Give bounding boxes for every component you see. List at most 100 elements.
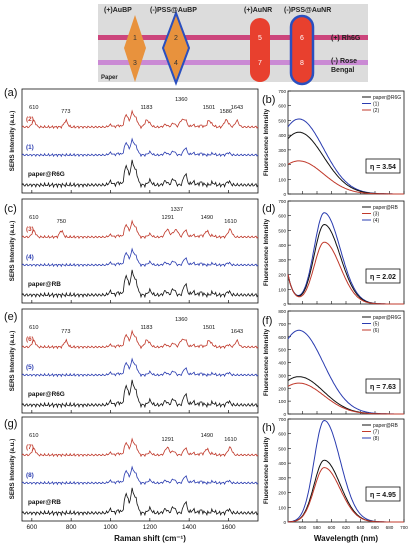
raman-trace-label: paper@R6G bbox=[28, 171, 65, 178]
fluorescence-frame bbox=[287, 90, 405, 195]
raman-frame bbox=[21, 308, 259, 414]
fluorescence-spectrum bbox=[288, 467, 404, 523]
legend-label: paper@R6G bbox=[373, 95, 401, 101]
fluorescence-xtick-label: 680 bbox=[386, 525, 394, 530]
panel-letter-b: (b) bbox=[262, 94, 275, 106]
legend-label: paper@RB bbox=[373, 205, 398, 211]
raman-trace-label: paper@RB bbox=[28, 499, 61, 506]
raman-trace bbox=[21, 465, 259, 486]
fluorescence-spectrum bbox=[287, 160, 404, 195]
paper-label: Paper bbox=[101, 75, 118, 81]
legend-label: (8) bbox=[373, 436, 379, 442]
pss-au-bp-label: (-)PSS@AuBP bbox=[150, 7, 197, 14]
raman-ylabel: SERS Intensity (a.u.) bbox=[9, 439, 16, 500]
spot-number: 2 bbox=[174, 35, 178, 42]
raman-trace-label: (6) bbox=[26, 336, 34, 343]
fluorescence-ytick-label: 300 bbox=[278, 373, 286, 378]
eta-value: η = 7.63 bbox=[370, 384, 396, 391]
raman-peak-label: 1490 bbox=[201, 433, 213, 439]
raman-trace-label: paper@RB bbox=[28, 281, 61, 288]
panel-letter-c: (c) bbox=[4, 203, 17, 215]
fluorescence-panel-d: Fluorescence Intensity 0 100 200 300 400 500 60… bbox=[263, 199, 405, 307]
rh6g-band bbox=[98, 35, 368, 40]
raman-xtick-label: 1200 bbox=[143, 524, 158, 531]
fluorescence-column: Fluorescence Intensity 0 100 200 300 400 500 60… bbox=[263, 89, 408, 530]
raman-peak-label: 1360 bbox=[175, 97, 187, 103]
fluorescence-frame bbox=[287, 310, 405, 415]
raman-panel-g: SERS Intensity (a.u.) 600 800 1000 1200 1400 1… bbox=[9, 416, 259, 531]
fluorescence-ytick-label: 0 bbox=[283, 412, 286, 417]
fluorescence-xtick-label: 560 bbox=[299, 525, 307, 530]
raman-peak-label: 1643 bbox=[231, 105, 243, 111]
fluorescence-spectrum bbox=[287, 329, 404, 415]
eta-box bbox=[365, 158, 401, 174]
legend-label: (7) bbox=[373, 430, 379, 436]
au-nr-plain bbox=[250, 18, 270, 82]
fluorescence-ytick-label: 500 bbox=[278, 348, 286, 353]
raman-trace-label: (2) bbox=[26, 116, 34, 123]
raman-trace bbox=[21, 357, 259, 378]
fluorescence-ytick-label: 300 bbox=[278, 258, 286, 263]
eta-box bbox=[365, 486, 401, 502]
raman-trace bbox=[21, 219, 259, 240]
spot-number: 8 bbox=[300, 60, 304, 67]
panel-letter-f: (f) bbox=[262, 315, 272, 327]
raman-trace-label: (5) bbox=[26, 364, 34, 371]
rose-label: (-) Rose bbox=[331, 58, 357, 65]
raman-frame bbox=[21, 88, 259, 194]
raman-trace-label: paper@R6G bbox=[28, 391, 65, 398]
fluorescence-ylabel: Fluorescence Intensity bbox=[263, 328, 270, 396]
raman-trace bbox=[21, 109, 259, 130]
fluorescence-ytick-label: 400 bbox=[278, 461, 286, 466]
fluorescence-ytick-label: 400 bbox=[278, 243, 286, 248]
raman-peak-label: 1610 bbox=[224, 219, 236, 225]
fluorescence-ytick-label: 700 bbox=[278, 322, 286, 327]
fluorescence-ytick-label: 500 bbox=[278, 118, 286, 123]
fluorescence-ylabel: Fluorescence Intensity bbox=[263, 218, 270, 286]
raman-peak-label: 610 bbox=[29, 433, 38, 439]
au-bp-coated bbox=[161, 10, 191, 86]
raman-trace bbox=[21, 329, 259, 350]
fluorescence-ytick-label: 100 bbox=[278, 177, 286, 182]
raman-trace bbox=[21, 487, 259, 517]
raman-panel-c: SERS Intensity (a.u.) (3) (4) paper@RB 610 75… bbox=[9, 198, 259, 304]
fluorescence-spectrum bbox=[287, 118, 404, 195]
legend-label: (5) bbox=[373, 322, 379, 328]
raman-peak-label: 1337 bbox=[171, 207, 183, 213]
raman-peak-label: 1360 bbox=[175, 317, 187, 323]
raman-trace bbox=[21, 379, 259, 409]
spot-number: 5 bbox=[258, 35, 262, 42]
raman-frame bbox=[21, 198, 259, 304]
raman-peak-label: 1610 bbox=[224, 437, 236, 443]
raman-peak-label: 773 bbox=[61, 109, 70, 115]
raman-trace bbox=[21, 247, 259, 268]
au-bp-label: (+)AuBP bbox=[104, 7, 132, 14]
fluorescence-ytick-label: 100 bbox=[278, 399, 286, 404]
raman-trace-label: (7) bbox=[26, 444, 34, 451]
fluorescence-ytick-label: 200 bbox=[278, 273, 286, 278]
raman-peak-label: 1586 bbox=[220, 109, 232, 115]
fluorescence-ytick-label: 600 bbox=[278, 214, 286, 219]
spot-number: 7 bbox=[258, 60, 262, 67]
eta-box bbox=[365, 378, 401, 394]
fluorescence-ytick-label: 100 bbox=[278, 505, 286, 510]
raman-peak-label: 1501 bbox=[203, 325, 215, 331]
raman-trace-label: (1) bbox=[26, 144, 34, 151]
fluorescence-spectrum bbox=[287, 241, 404, 305]
raman-peak-label: 1291 bbox=[162, 215, 174, 221]
eta-value: η = 4.95 bbox=[370, 492, 396, 499]
raman-ylabel: SERS Intensity (a.u.) bbox=[9, 111, 16, 172]
rose-bengal-band bbox=[98, 60, 368, 65]
raman-xtick-label: 800 bbox=[66, 524, 77, 531]
panel-letter-g: (g) bbox=[4, 418, 17, 430]
au-nr-coated bbox=[289, 14, 315, 86]
fluorescence-panel-h: Fluorescence Intensity 0 100 200 300 400 500 60… bbox=[263, 417, 408, 530]
panel-letter-h: (h) bbox=[262, 422, 275, 434]
raman-peak-label: 750 bbox=[57, 219, 66, 225]
fluorescence-ytick-label: 600 bbox=[278, 432, 286, 437]
fluorescence-panel-f: Fluorescence Intensity 0 100 200 300 400 500 60… bbox=[263, 309, 405, 417]
raman-panel-a: SERS Intensity (a.u.) (2) (1) paper@R6G 610 7… bbox=[9, 88, 259, 194]
raman-frame bbox=[21, 416, 259, 522]
bengal-label: Bengal bbox=[331, 67, 354, 74]
